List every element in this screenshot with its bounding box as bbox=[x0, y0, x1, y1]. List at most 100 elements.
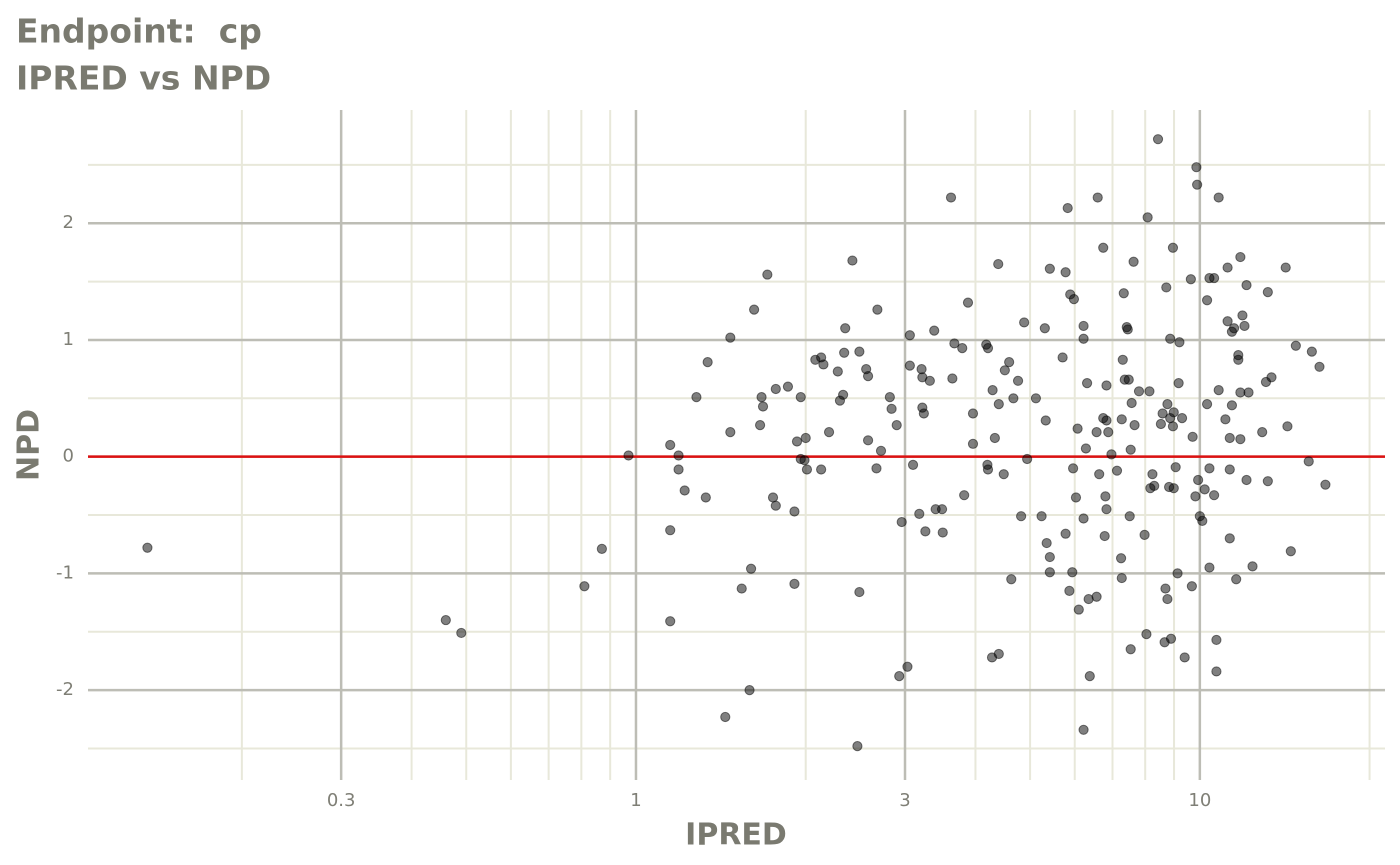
point bbox=[665, 525, 676, 536]
point bbox=[1222, 316, 1233, 327]
point bbox=[1106, 449, 1117, 460]
point bbox=[959, 490, 970, 501]
x-axis-label: IPRED bbox=[685, 818, 787, 853]
point bbox=[847, 255, 858, 266]
point bbox=[1222, 262, 1233, 273]
point bbox=[1060, 528, 1071, 539]
point bbox=[896, 516, 907, 528]
point bbox=[1320, 479, 1331, 490]
point bbox=[702, 357, 713, 368]
point bbox=[1165, 633, 1177, 644]
point bbox=[1117, 354, 1128, 365]
point bbox=[142, 542, 153, 553]
point bbox=[1235, 434, 1246, 445]
point bbox=[945, 192, 957, 203]
point bbox=[1213, 192, 1224, 203]
point bbox=[854, 586, 865, 598]
point bbox=[918, 408, 929, 419]
point bbox=[1185, 274, 1196, 285]
y-tick-label: 2 bbox=[63, 212, 74, 233]
point bbox=[1006, 574, 1017, 585]
point bbox=[1290, 340, 1301, 351]
point bbox=[1041, 537, 1052, 549]
point bbox=[998, 469, 1009, 480]
point bbox=[1149, 480, 1160, 491]
point bbox=[1062, 202, 1073, 214]
point bbox=[1101, 415, 1112, 426]
point bbox=[1197, 515, 1208, 526]
point bbox=[1144, 386, 1155, 397]
point bbox=[1057, 352, 1068, 363]
point bbox=[839, 347, 850, 358]
point bbox=[1103, 427, 1114, 438]
point bbox=[1101, 380, 1112, 391]
point bbox=[1187, 431, 1198, 442]
point bbox=[1084, 671, 1095, 682]
point bbox=[1078, 333, 1089, 344]
point bbox=[665, 439, 676, 451]
point bbox=[929, 325, 940, 336]
x-tick-label: 10 bbox=[1188, 790, 1211, 811]
point bbox=[782, 381, 794, 392]
point bbox=[1068, 293, 1080, 305]
point bbox=[936, 504, 948, 515]
point bbox=[736, 583, 747, 594]
point bbox=[1141, 628, 1152, 640]
point bbox=[1241, 474, 1252, 486]
point bbox=[770, 383, 781, 395]
point bbox=[1019, 317, 1030, 328]
point bbox=[700, 492, 711, 503]
point bbox=[1247, 561, 1258, 572]
point bbox=[1176, 413, 1188, 424]
point bbox=[1257, 427, 1268, 438]
point bbox=[623, 450, 634, 461]
point bbox=[1224, 533, 1235, 544]
point bbox=[1040, 415, 1051, 426]
point bbox=[1162, 399, 1173, 410]
point bbox=[1060, 267, 1071, 278]
point bbox=[1064, 585, 1075, 597]
point bbox=[967, 438, 979, 449]
point bbox=[1235, 251, 1246, 263]
point bbox=[1239, 320, 1250, 332]
point bbox=[725, 427, 736, 438]
point bbox=[1285, 546, 1296, 557]
point bbox=[1306, 346, 1317, 357]
point bbox=[770, 500, 781, 511]
point bbox=[1172, 568, 1183, 579]
point bbox=[1081, 378, 1093, 389]
point bbox=[1139, 529, 1150, 540]
point bbox=[673, 450, 684, 461]
point bbox=[665, 616, 676, 627]
point bbox=[1116, 414, 1127, 425]
point bbox=[1092, 192, 1103, 203]
point bbox=[886, 403, 897, 414]
point bbox=[1201, 295, 1213, 306]
point bbox=[1165, 333, 1176, 344]
point bbox=[673, 464, 684, 475]
point bbox=[596, 543, 607, 554]
point bbox=[725, 332, 736, 343]
point bbox=[1233, 354, 1244, 365]
point bbox=[789, 506, 800, 517]
point bbox=[1186, 581, 1197, 592]
point bbox=[838, 389, 849, 400]
point bbox=[749, 304, 760, 315]
point bbox=[1155, 418, 1167, 430]
point bbox=[1036, 511, 1047, 522]
point bbox=[795, 392, 806, 403]
point bbox=[1091, 591, 1102, 602]
point bbox=[1228, 323, 1240, 334]
point bbox=[1044, 567, 1055, 578]
point bbox=[1162, 593, 1173, 605]
point bbox=[1039, 323, 1050, 334]
point bbox=[1224, 432, 1235, 444]
point bbox=[1078, 724, 1089, 735]
point bbox=[1167, 421, 1179, 432]
point bbox=[1068, 463, 1079, 474]
point bbox=[1044, 551, 1055, 563]
y-tick-label: -2 bbox=[56, 679, 74, 700]
point bbox=[1012, 375, 1024, 386]
point bbox=[823, 427, 835, 438]
point bbox=[720, 711, 731, 723]
